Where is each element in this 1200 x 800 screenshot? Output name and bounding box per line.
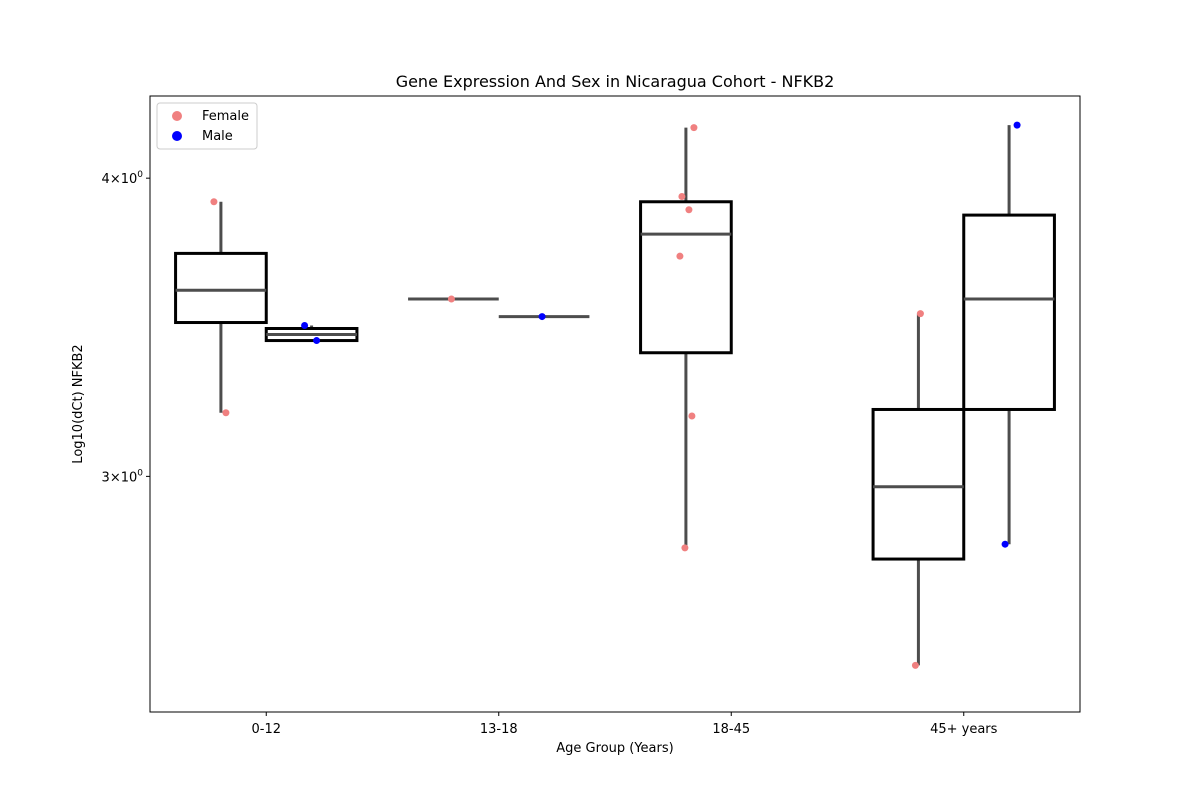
data-point-female (678, 192, 686, 200)
box-male (962, 213, 1056, 411)
data-point-female (676, 252, 684, 260)
y-axis-label: Log10(dCt) NFKB2 (71, 344, 86, 463)
x-tick-label: 13-18 (480, 722, 518, 737)
box-female (174, 251, 268, 325)
data-point-female (447, 295, 455, 303)
box-female (871, 407, 966, 561)
data-point-male (301, 322, 309, 330)
data-point-female (688, 412, 696, 420)
data-point-female (911, 661, 919, 669)
x-tick-label: 45+ years (930, 722, 998, 737)
legend: Female Male (156, 102, 258, 150)
box-female (639, 200, 733, 355)
x-tick-label: 18-45 (712, 722, 750, 737)
data-point-female (916, 310, 924, 318)
legend-label-male: Male (202, 129, 233, 144)
legend-marker-male (172, 131, 182, 141)
data-point-female (681, 544, 689, 552)
data-point-male (1013, 121, 1021, 129)
data-point-male (1001, 540, 1009, 548)
y-axis-ticks: 3×100 4×100 (102, 170, 150, 485)
x-axis-label: Age Group (Years) (556, 741, 673, 756)
x-axis-ticks: 0-12 13-18 18-45 45+ years (251, 712, 998, 737)
plot-area (174, 121, 1056, 669)
x-tick-label: 0-12 (251, 722, 281, 737)
data-point-female (690, 124, 698, 132)
legend-frame (156, 102, 258, 150)
axes-frame (149, 95, 1081, 713)
data-point-female (210, 198, 218, 206)
data-point-female (222, 409, 230, 417)
chart-title: Gene Expression And Sex in Nicaragua Coh… (396, 72, 835, 91)
data-point-female (685, 206, 693, 214)
legend-marker-female (172, 111, 182, 121)
y-tick-label: 4×100 (102, 170, 144, 187)
data-point-male (538, 313, 546, 321)
data-point-male (313, 337, 321, 345)
legend-label-female: Female (202, 109, 249, 124)
y-tick-label: 3×100 (102, 468, 144, 485)
